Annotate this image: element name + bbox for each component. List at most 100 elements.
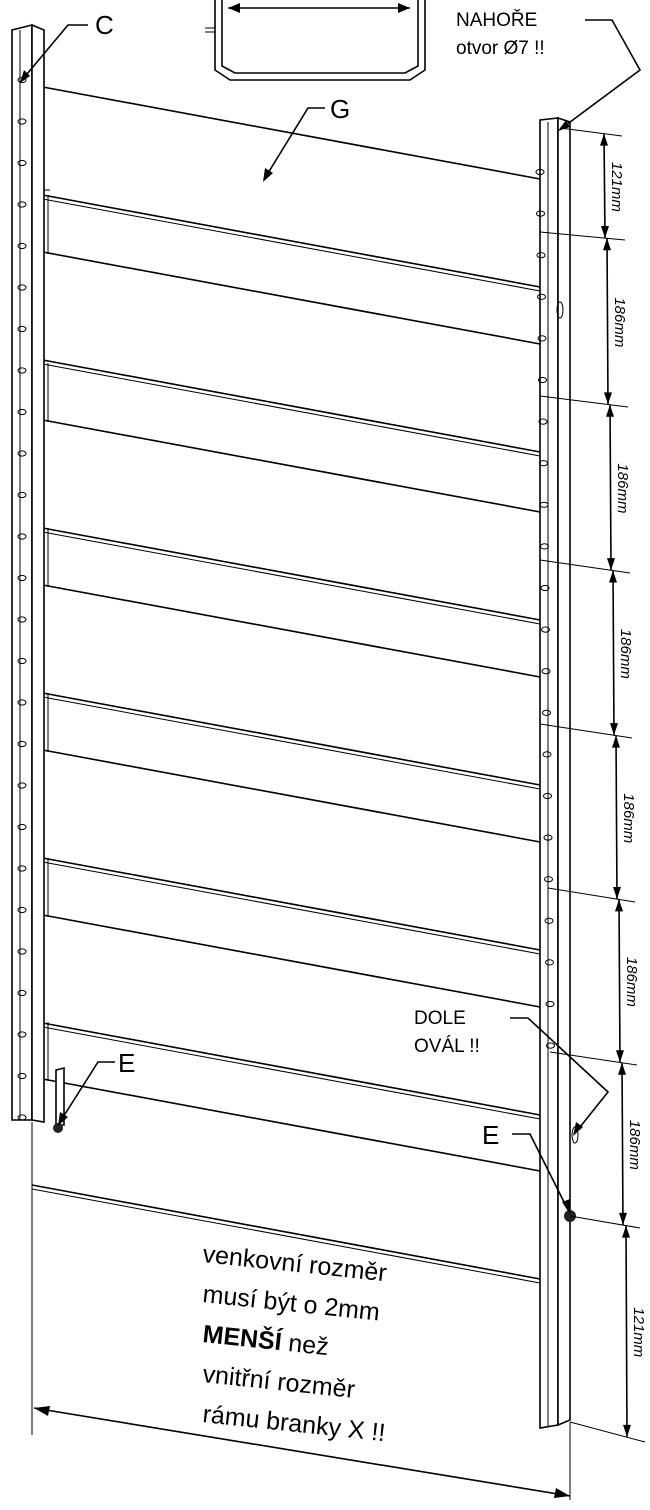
left-post-hole bbox=[17, 201, 27, 208]
right-post-hole bbox=[540, 584, 550, 592]
slat-bottom-shadow bbox=[31, 1024, 541, 1120]
dimension-extension-line bbox=[569, 1215, 641, 1229]
left-post-hole bbox=[17, 1072, 27, 1080]
slats-group bbox=[31, 84, 541, 1284]
right-post-hole bbox=[546, 1042, 555, 1049]
main-note: venkovní rozměr musí být o 2mm MENŠÍ než… bbox=[201, 1240, 388, 1447]
right-post-hole bbox=[540, 543, 549, 550]
dimension-label: 186mm bbox=[614, 463, 631, 513]
left-post-hole bbox=[17, 823, 27, 831]
dimension-label: 121mm bbox=[608, 162, 625, 212]
slat-bottom-shadow bbox=[31, 859, 541, 955]
slat-bottom-edge bbox=[31, 192, 541, 288]
left-post-hole bbox=[17, 118, 27, 125]
bottom-note-line2: OVÁL !! bbox=[414, 1036, 480, 1057]
dimension-line bbox=[612, 570, 615, 736]
left-post-hole bbox=[17, 574, 27, 582]
slat-bottom-edge bbox=[31, 690, 541, 786]
slat-bottom-shadow bbox=[31, 1188, 541, 1284]
dimension-line bbox=[618, 899, 621, 1063]
dimension-arrow bbox=[612, 735, 620, 748]
dimension-extension-line bbox=[547, 887, 636, 903]
left-post-hole bbox=[17, 782, 27, 789]
main-note-line4: vnitřní rozměr bbox=[201, 1360, 356, 1404]
frame-inset bbox=[205, 0, 426, 81]
dimension-arrow bbox=[615, 899, 623, 912]
left-post-hole bbox=[17, 408, 27, 416]
overall-width-dimension bbox=[31, 1122, 571, 1500]
slat-bottom-shadow bbox=[31, 694, 541, 790]
right-post-hole bbox=[537, 335, 547, 342]
right-post-hole bbox=[541, 626, 550, 633]
callout-top-note: NAHOŘE otvor Ø7 !! bbox=[456, 9, 642, 131]
slat-top-edge bbox=[31, 747, 541, 843]
dimension-label: 186mm bbox=[611, 297, 628, 347]
dimension-arrow bbox=[607, 558, 615, 571]
right-post-hole bbox=[539, 460, 548, 467]
dimension-label: 186mm bbox=[626, 1120, 643, 1170]
dimension-extension-line bbox=[559, 127, 623, 137]
dimension-label: 121mm bbox=[630, 1307, 647, 1357]
left-post-hole bbox=[17, 1114, 27, 1121]
left-post-hole bbox=[17, 242, 27, 250]
left-post-hole bbox=[17, 284, 27, 291]
dimension-extension-line bbox=[539, 231, 626, 241]
right-post-hole bbox=[544, 876, 553, 883]
left-post-hole bbox=[17, 657, 27, 665]
dimension-extension-line bbox=[539, 395, 629, 408]
dimension-label: 186mm bbox=[620, 793, 637, 843]
dimension-extension-line bbox=[569, 1421, 646, 1443]
dimension-arrow bbox=[622, 1225, 630, 1238]
slat-top-edge bbox=[31, 249, 541, 345]
slat-top-edge bbox=[31, 582, 541, 678]
dimension-line bbox=[625, 1225, 628, 1437]
dimension-arrow bbox=[601, 226, 609, 239]
label-g: G bbox=[330, 94, 350, 124]
right-post bbox=[535, 116, 579, 1429]
main-note-line2: musí být o 2mm bbox=[201, 1280, 381, 1326]
left-post-hole bbox=[17, 533, 27, 540]
dimension-arrow bbox=[606, 404, 614, 417]
dimension-label: 186mm bbox=[617, 629, 634, 679]
right-post-hole bbox=[537, 293, 546, 300]
dimension-arrow bbox=[619, 1212, 627, 1225]
left-post-hole bbox=[17, 865, 27, 872]
left-post bbox=[11, 23, 65, 1126]
dimension-arrow bbox=[616, 1050, 624, 1063]
dimension-arrow bbox=[610, 723, 618, 736]
label-c: C bbox=[95, 10, 114, 40]
callout-c: C bbox=[20, 10, 114, 83]
right-post-hole bbox=[535, 168, 545, 176]
dimension-line bbox=[609, 404, 612, 571]
dimension-line bbox=[606, 238, 609, 405]
dimension-arrow bbox=[623, 1424, 631, 1437]
main-note-bold-word: MENŠÍ bbox=[201, 1318, 284, 1356]
left-post-hole bbox=[17, 325, 27, 333]
right-post-hole bbox=[536, 252, 546, 259]
dimension-arrow bbox=[603, 238, 611, 251]
slot-oval-mid bbox=[556, 301, 564, 319]
left-post-hole bbox=[17, 616, 27, 623]
slat-bottom-edge bbox=[31, 1020, 541, 1116]
left-post-hole bbox=[17, 906, 27, 914]
left-post-hole bbox=[17, 159, 27, 167]
slat-bottom-edge bbox=[31, 525, 541, 621]
slat-top-edge bbox=[31, 912, 541, 1008]
callout-g: G bbox=[263, 94, 350, 182]
left-post-hole bbox=[17, 948, 27, 955]
slat-top-edge bbox=[31, 84, 541, 180]
right-post-hole bbox=[542, 709, 551, 716]
right-post-hole bbox=[536, 210, 545, 217]
left-post-hole bbox=[17, 367, 27, 374]
top-note-line1: NAHOŘE bbox=[456, 9, 537, 31]
right-post-hole bbox=[543, 792, 552, 800]
callout-e-left: E bbox=[58, 1048, 135, 1126]
right-post-hole bbox=[541, 668, 551, 675]
left-post-hole bbox=[17, 1031, 27, 1038]
left-post-hole bbox=[17, 699, 27, 706]
right-post-hole bbox=[545, 1000, 555, 1008]
right-post-hole bbox=[544, 917, 554, 924]
main-note-line3: MENŠÍ než bbox=[201, 1318, 330, 1361]
right-post-holes bbox=[535, 168, 555, 1049]
dimension-line bbox=[615, 735, 618, 899]
